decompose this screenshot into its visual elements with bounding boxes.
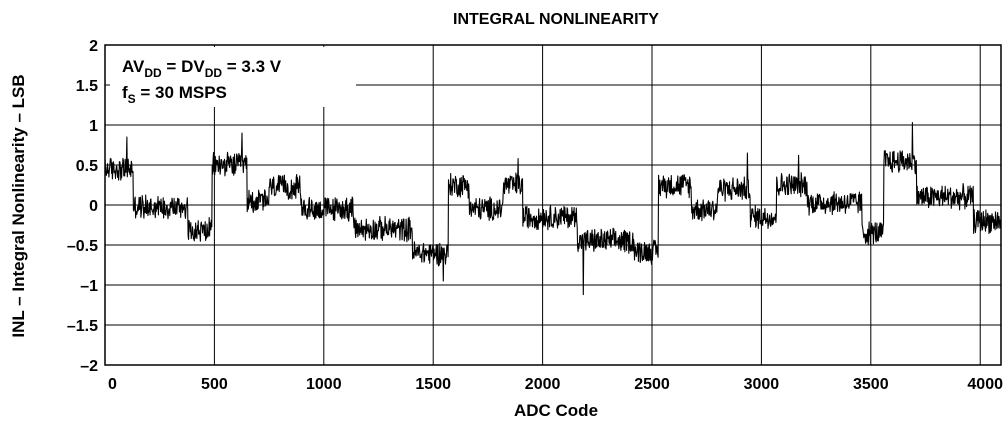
x-tick-label: 500 bbox=[201, 376, 228, 393]
annotation-fs: f bbox=[122, 83, 128, 102]
y-tick-label: 0.5 bbox=[76, 158, 98, 175]
x-tick-labels: 0 500 1000 1500 2000 2500 3000 3500 4000 bbox=[108, 376, 1003, 393]
annotation-line-sample-rate: fS = 30 MSPS bbox=[122, 83, 227, 106]
x-tick-label: 3500 bbox=[853, 376, 889, 393]
y-tick-label: –0.5 bbox=[67, 238, 98, 255]
x-tick-label: 1000 bbox=[306, 376, 342, 393]
x-tick-label: 2000 bbox=[525, 376, 561, 393]
y-tick-label: –1.5 bbox=[67, 318, 98, 335]
annotation-dv: = DV bbox=[162, 57, 206, 76]
x-axis-label: ADC Code bbox=[514, 401, 598, 420]
annotation-av-sub: DD bbox=[144, 66, 162, 80]
x-tick-label: 1500 bbox=[415, 376, 451, 393]
y-tick-label: –1 bbox=[80, 278, 98, 295]
x-tick-label: 0 bbox=[108, 376, 117, 393]
annotation-voltage: = 3.3 V bbox=[222, 57, 282, 76]
series-layer bbox=[104, 122, 1002, 296]
annotation-rate: = 30 MSPS bbox=[136, 83, 227, 102]
x-tick-label: 2500 bbox=[634, 376, 670, 393]
annotation-fs-sub: S bbox=[128, 92, 136, 106]
x-tick-label: 3000 bbox=[744, 376, 780, 393]
y-tick-labels: –2 –1.5 –1 –0.5 0 0.5 1 1.5 2 bbox=[67, 38, 98, 375]
x-tick-label: 4000 bbox=[967, 376, 1003, 393]
y-tick-label: 1 bbox=[89, 118, 98, 135]
plot-frame bbox=[104, 44, 1002, 366]
annotation-background bbox=[110, 47, 356, 107]
chart-title: INTEGRAL NONLINEARITY bbox=[453, 11, 659, 28]
y-tick-label: 2 bbox=[89, 38, 98, 55]
annotation-dv-sub: DD bbox=[205, 66, 223, 80]
y-tick-label: –2 bbox=[80, 358, 98, 375]
y-tick-label: 1.5 bbox=[76, 78, 98, 95]
y-axis-label: INL – Integral Nonlinearity – LSB bbox=[9, 74, 28, 337]
inl-series-line bbox=[104, 122, 1002, 296]
y-tick-label: 0 bbox=[89, 198, 98, 215]
annotation-av: AV bbox=[122, 57, 145, 76]
conditions-annotation: AVDD = DVDD = 3.3 V fS = 30 MSPS bbox=[110, 47, 356, 107]
annotation-line-supply: AVDD = DVDD = 3.3 V bbox=[122, 57, 282, 80]
